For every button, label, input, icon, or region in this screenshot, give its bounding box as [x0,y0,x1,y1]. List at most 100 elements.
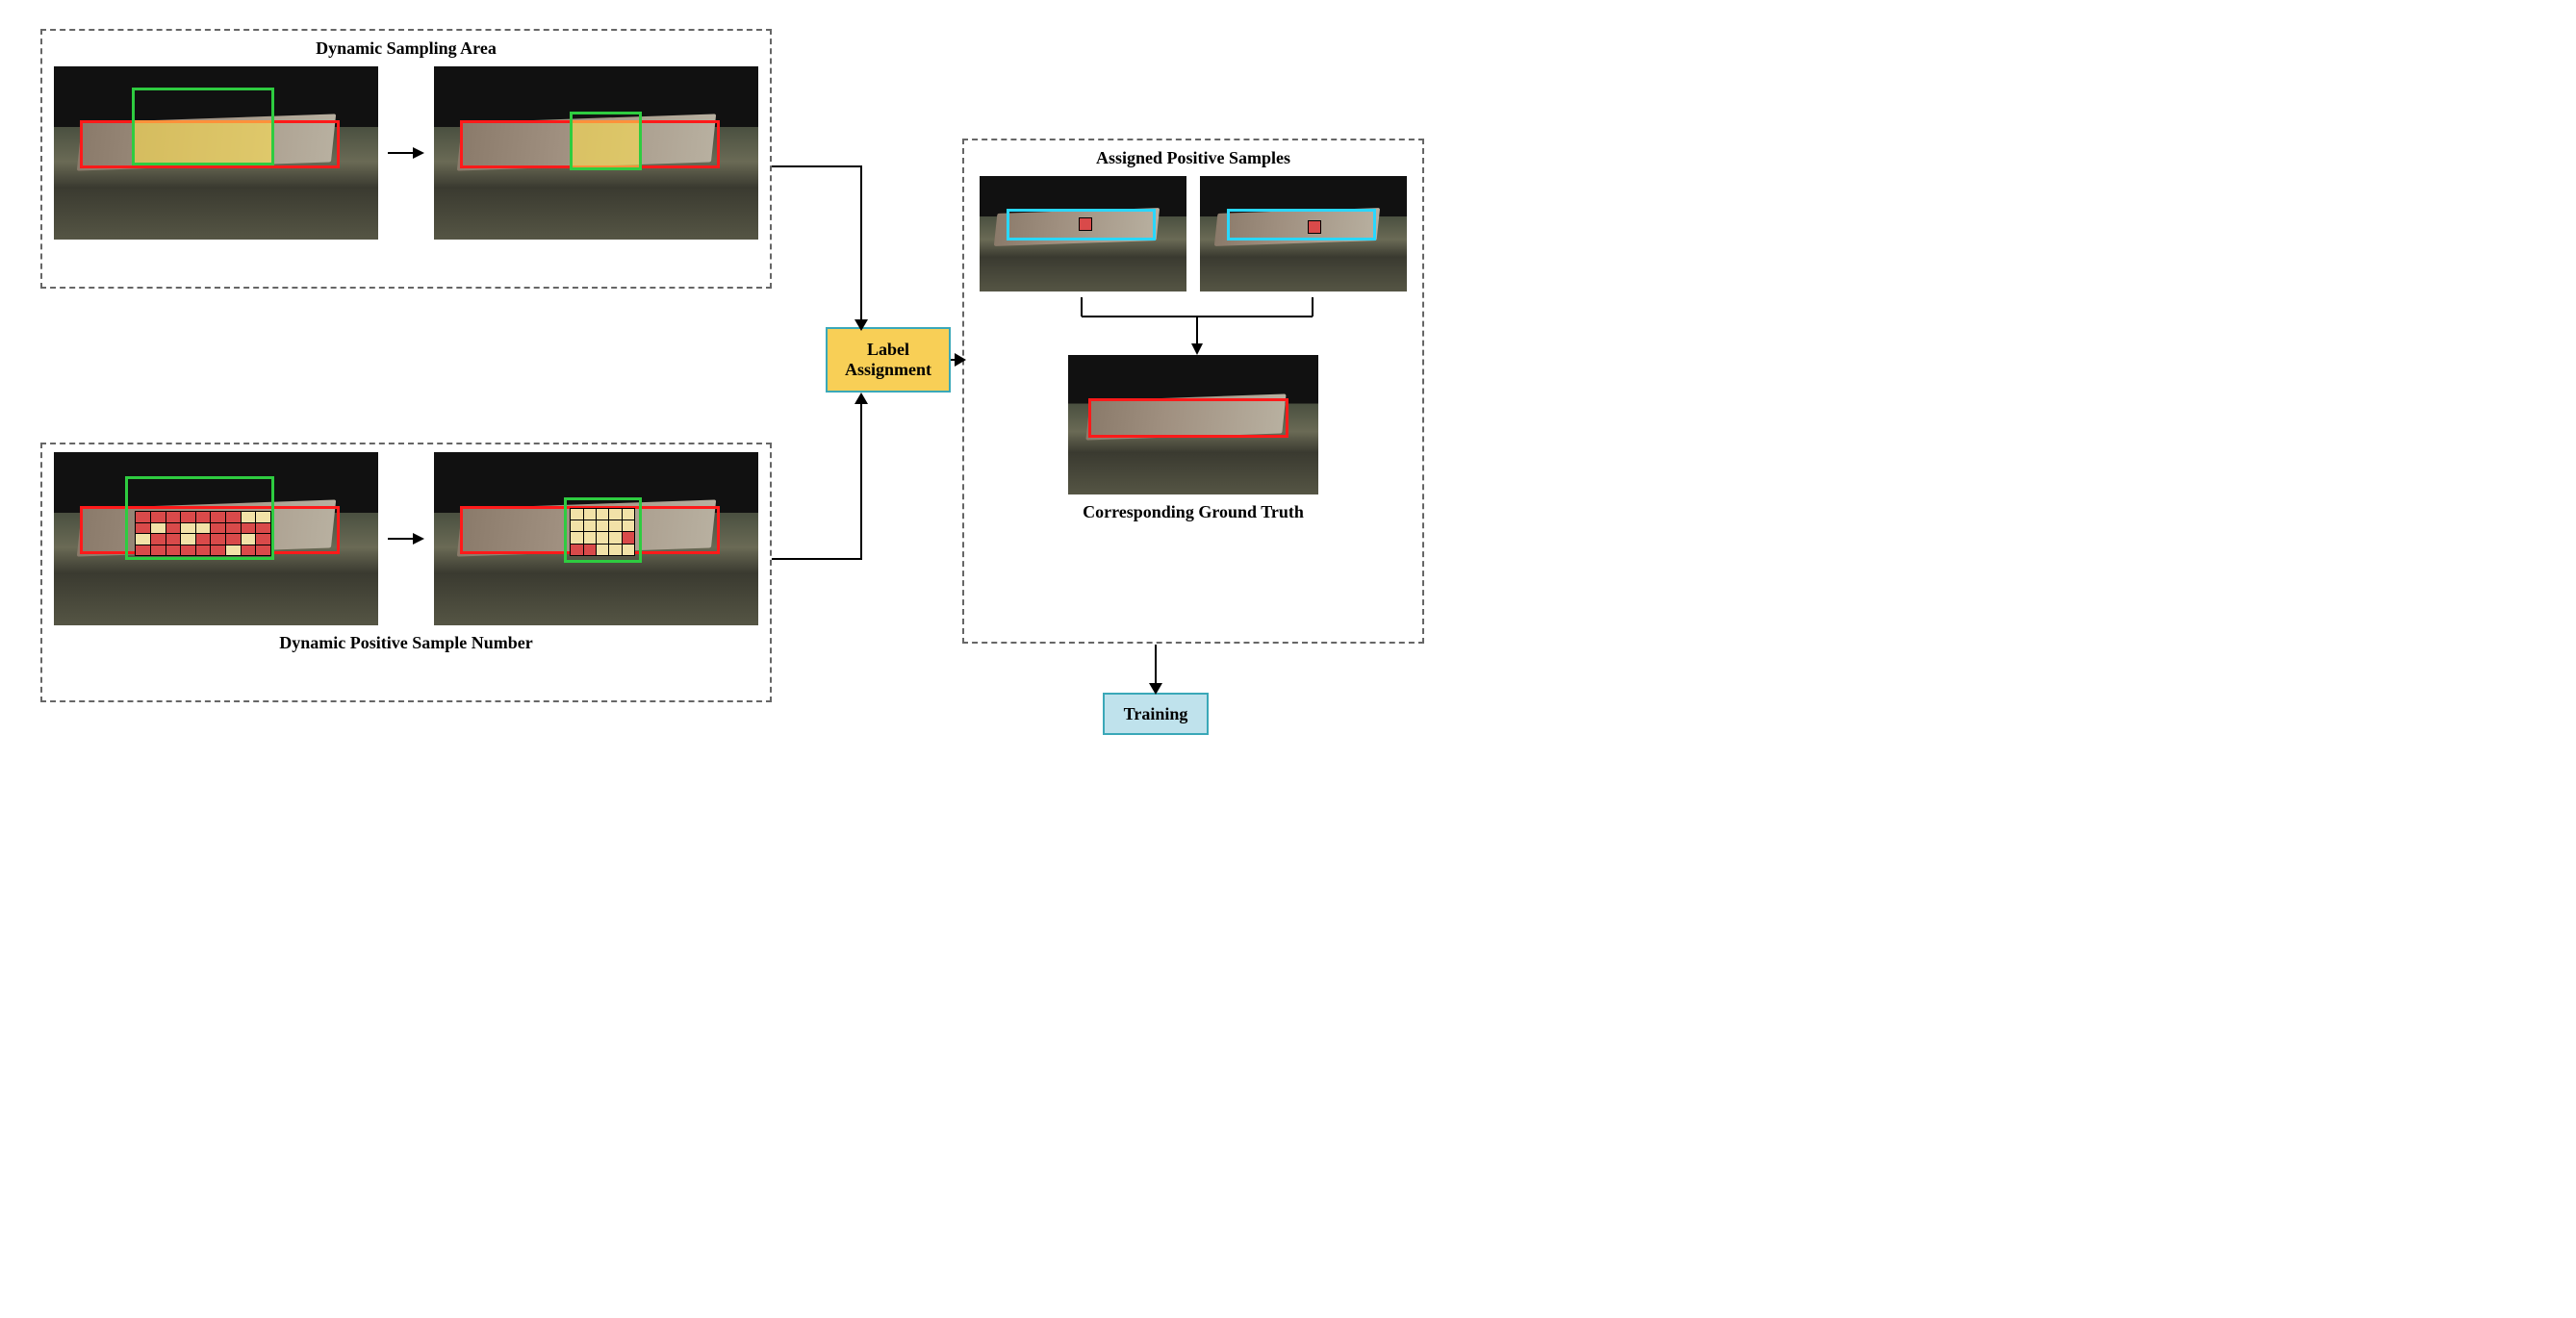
grid-cell [256,523,270,533]
sample-grid [135,511,271,556]
positive-anchor-marker [1079,217,1092,231]
cgt-title: Corresponding Ground Truth [976,502,1411,522]
dsa-panel: Dynamic Sampling Area [40,29,772,289]
merge-arrows-icon [976,297,1411,355]
assigned-box-cyan [1227,209,1376,241]
grid-cell [571,545,582,555]
grid-cell [211,545,225,555]
grid-cell [226,523,241,533]
la-line1: Label [867,340,909,359]
grid-cell [226,545,241,555]
aps-row [976,176,1411,291]
grid-cell [571,509,582,520]
grid-cell [151,534,166,544]
grid-cell [166,545,181,555]
positive-anchor-marker [1308,220,1321,234]
arrow-icon [388,531,424,546]
grid-cell [196,545,211,555]
dpsn-thumb-1 [54,452,378,625]
la-line2: Assignment [845,360,931,379]
grid-cell [623,532,634,543]
grid-cell [151,545,166,555]
grid-cell [584,545,596,555]
grid-cell [609,545,621,555]
label-assignment-node: Label Assignment [826,327,951,393]
grid-cell [151,523,166,533]
cgt-thumb [1068,355,1318,494]
grid-cell [571,532,582,543]
dsa-row [54,66,758,240]
grid-cell [609,520,621,531]
grid-cell [136,545,150,555]
grid-cell [166,523,181,533]
grid-cell [623,509,634,520]
grid-cell [211,523,225,533]
arrow-head-icon [955,353,966,367]
right-panel: Assigned Positive Samples [962,139,1424,644]
grid-cell [196,534,211,544]
grid-cell [584,520,596,531]
grid-cell [151,512,166,521]
dpsn-thumb-2 [434,452,758,625]
grid-cell [181,512,195,521]
grid-cell [226,534,241,544]
sample-grid [570,508,634,556]
dsa-thumb-1 [54,66,378,240]
grid-cell [136,512,150,521]
grid-cell [242,534,256,544]
grid-cell [166,534,181,544]
grid-cell [609,509,621,520]
grid-cell [181,523,195,533]
grid-cell [136,534,150,544]
grid-cell [226,512,241,521]
grid-cell [584,509,596,520]
grid-cell [211,534,225,544]
aps-title: Assigned Positive Samples [976,148,1411,168]
cgt-row [976,355,1411,494]
grid-cell [571,520,582,531]
grid-cell [136,523,150,533]
connector [772,165,862,167]
grid-cell [242,545,256,555]
pred-box-green [132,88,274,165]
grid-cell [256,512,270,521]
grid-cell [623,520,634,531]
grid-cell [597,520,608,531]
grid-cell [256,545,270,555]
connector [772,558,862,560]
grid-cell [181,534,195,544]
grid-cell [623,545,634,555]
grid-cell [597,545,608,555]
dsa-title: Dynamic Sampling Area [54,38,758,59]
training-node: Training [1103,693,1209,735]
dpsn-panel: Dynamic Positive Sample Number [40,443,772,702]
training-label: Training [1124,704,1188,724]
grid-cell [196,512,211,521]
grid-cell [166,512,181,521]
diagram-root: Dynamic Sampling Area [19,19,1443,750]
grid-cell [584,532,596,543]
grid-cell [242,523,256,533]
grid-cell [181,545,195,555]
pred-box-green [570,112,641,170]
arrow-head-icon [1149,683,1162,695]
arrow-head-icon [854,319,868,331]
aps-thumb-1 [980,176,1186,291]
grid-cell [609,532,621,543]
arrow-head-icon [854,393,868,404]
aps-thumb-2 [1200,176,1407,291]
dpsn-title: Dynamic Positive Sample Number [54,633,758,653]
arrow-icon [388,145,424,161]
dpsn-row [54,452,758,625]
connector [860,394,862,560]
gt-box-red [1088,398,1288,438]
grid-cell [211,512,225,521]
grid-cell [597,532,608,543]
aps-arrows [976,297,1411,355]
connector [860,165,862,327]
grid-cell [256,534,270,544]
grid-cell [196,523,211,533]
dsa-thumb-2 [434,66,758,240]
grid-cell [242,512,256,521]
grid-cell [597,509,608,520]
